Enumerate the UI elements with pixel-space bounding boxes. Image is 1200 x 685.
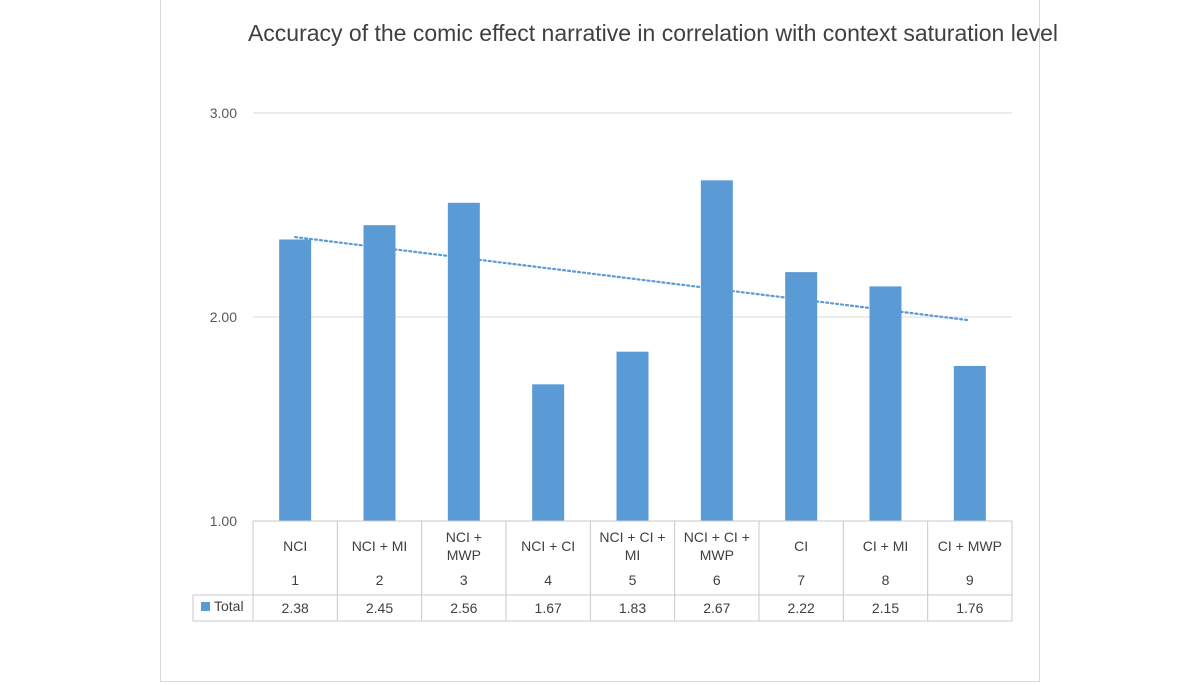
x-category-number: 8 (882, 572, 890, 588)
x-category-number: 3 (460, 572, 468, 588)
x-category-label: CI (794, 538, 808, 554)
y-tick-label: 3.00 (210, 105, 237, 121)
y-tick-label: 1.00 (210, 513, 237, 529)
bar (532, 384, 565, 521)
bar (616, 351, 649, 521)
data-table-value: 2.22 (788, 600, 815, 616)
x-category-label: NCI + CI + MI (599, 529, 665, 563)
bar (279, 239, 312, 522)
legend-swatch (201, 602, 210, 611)
bar (869, 286, 902, 521)
x-category-number: 7 (797, 572, 805, 588)
x-category-number: 5 (629, 572, 637, 588)
x-category-label: NCI + MI (352, 538, 408, 554)
x-category-label: CI + MI (863, 538, 909, 554)
x-category-number: 6 (713, 572, 721, 588)
x-category-number: 4 (544, 572, 552, 588)
legend-label: Total (214, 598, 244, 614)
y-tick-label: 2.00 (210, 309, 237, 325)
data-table-value: 1.83 (619, 600, 646, 616)
data-table-value: 1.67 (535, 600, 562, 616)
bar (953, 365, 986, 521)
x-category-number: 2 (376, 572, 384, 588)
chart-title: Accuracy of the comic effect narrative i… (247, 20, 1059, 46)
bar (363, 225, 396, 521)
data-table-value: 2.67 (703, 600, 730, 616)
x-category-label: CI + MWP (938, 538, 1002, 554)
bar (447, 202, 480, 521)
x-category-label: NCI (283, 538, 307, 554)
data-table-value: 2.38 (282, 600, 309, 616)
x-category-label: NCI + CI + MWP (684, 529, 750, 563)
data-table-value: 2.45 (366, 600, 393, 616)
x-category-label: NCI + CI (521, 538, 575, 554)
x-category-number: 1 (291, 572, 299, 588)
bar (785, 272, 818, 521)
x-category-number: 9 (966, 572, 974, 588)
trendline (294, 235, 971, 322)
data-table-value: 2.15 (872, 600, 899, 616)
data-table-value: 2.56 (450, 600, 477, 616)
x-category-label: NCI + MWP (446, 529, 482, 563)
data-table-value: 1.76 (956, 600, 983, 616)
bar (700, 180, 733, 521)
